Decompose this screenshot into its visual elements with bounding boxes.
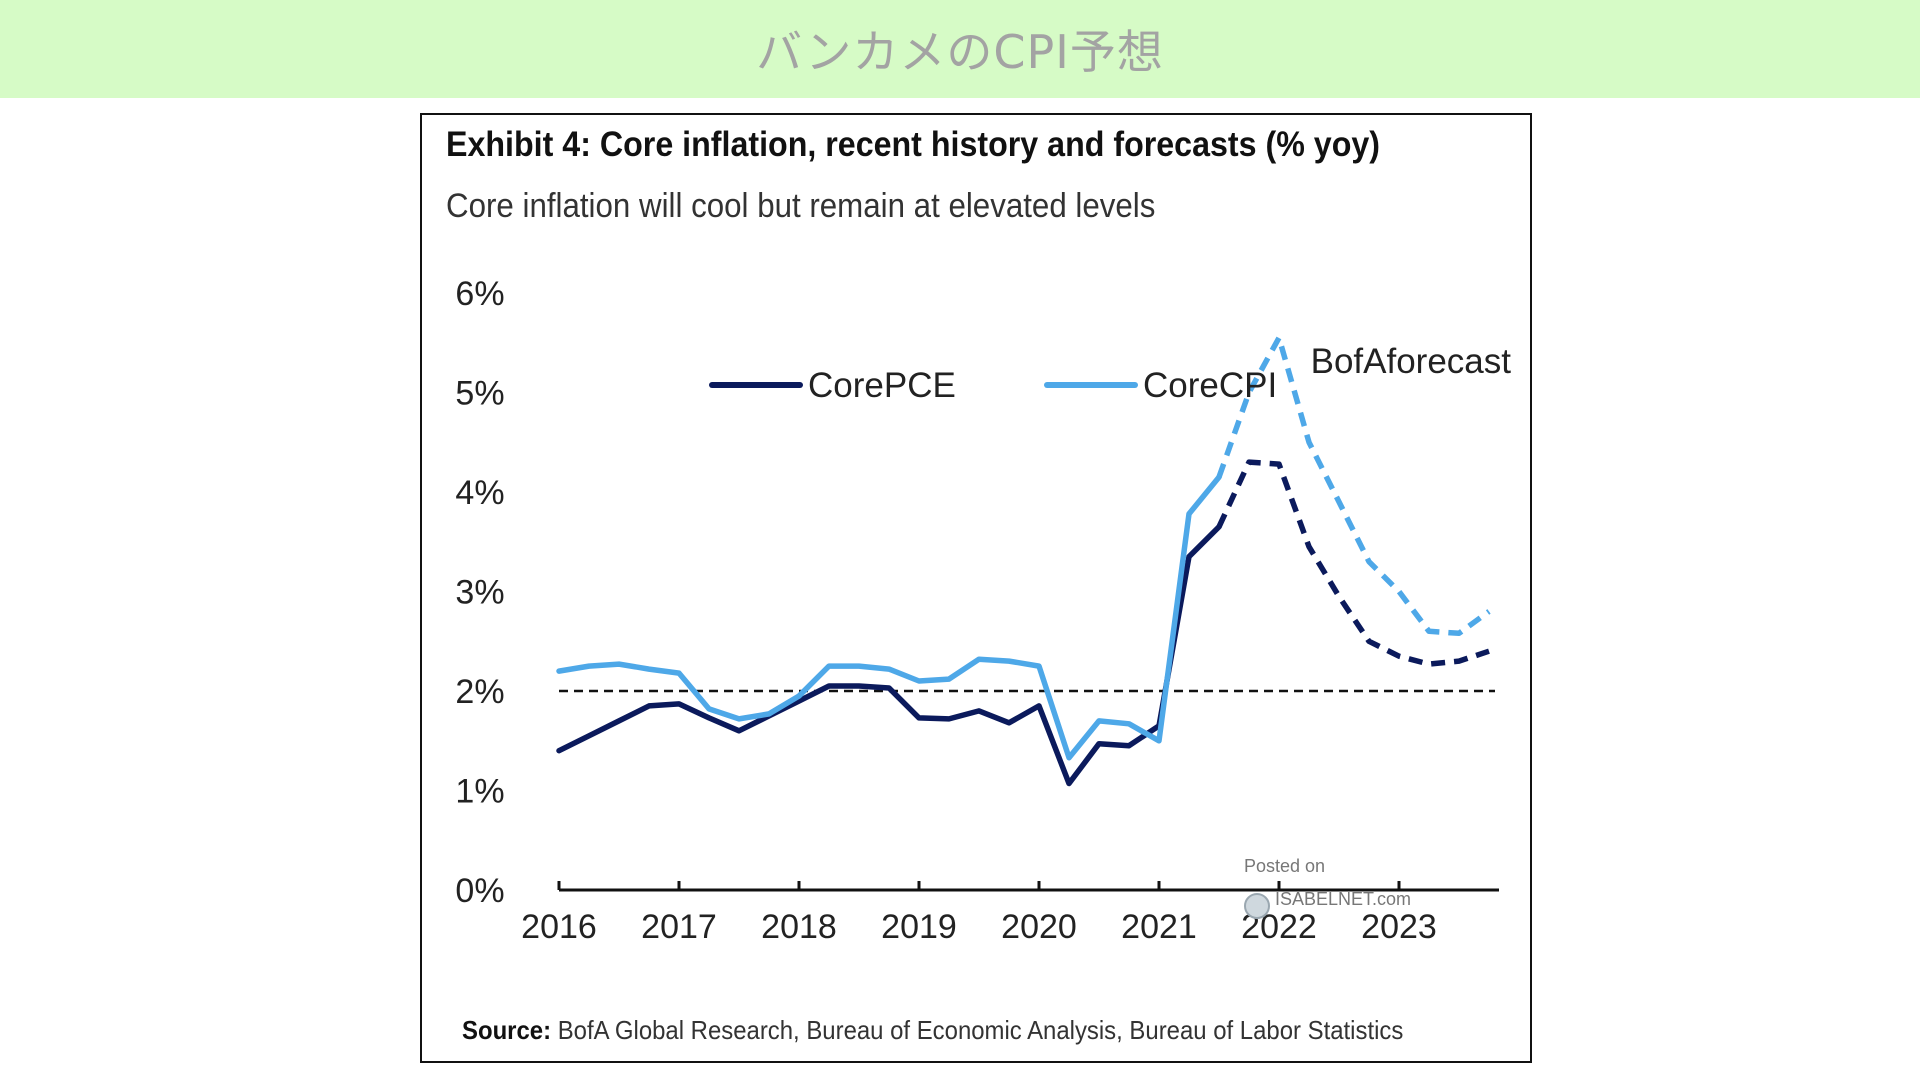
chart-subtitle: Core inflation will cool but remain at e… [446, 187, 1156, 225]
y-tick-label: 0% [455, 872, 504, 910]
x-tick-label: 2019 [881, 908, 957, 946]
source-text: BofA Global Research, Bureau of Economic… [551, 1015, 1404, 1045]
watermark-posted-on: Posted on [1244, 856, 1325, 876]
corepce-history-line [556, 524, 1222, 787]
y-tick-label: 4% [455, 474, 504, 512]
corepce-forecast-line [1216, 459, 1490, 667]
x-tick-label: 2018 [761, 908, 837, 946]
watermark-globe-icon [1244, 893, 1270, 919]
corecpi-forecast-line [1216, 335, 1491, 637]
top-banner: バンカメのCPI予想 [0, 0, 1920, 98]
x-tick-label: 2021 [1121, 908, 1197, 946]
x-tick-label: 2017 [641, 908, 717, 946]
y-tick-label: 5% [455, 375, 504, 413]
chart-title: Exhibit 4: Core inflation, recent histor… [446, 125, 1381, 164]
watermark-site: ISABELNET.com [1275, 889, 1411, 909]
source-label: Source: [462, 1015, 552, 1045]
corecpi-history-line [556, 474, 1222, 761]
y-tick-label: 6% [455, 275, 504, 313]
y-tick-label: 3% [455, 574, 504, 612]
legend-label-corecpi: CoreCPI [1143, 366, 1277, 405]
x-tick-label: 2020 [1001, 908, 1077, 946]
x-tick-label: 2023 [1361, 908, 1437, 946]
y-tick-label: 1% [455, 773, 504, 811]
x-tick-label: 2016 [521, 908, 597, 946]
chart-frame: Exhibit 4: Core inflation, recent histor… [420, 113, 1532, 1063]
forecast-annotation: BofAforecast [1311, 342, 1512, 381]
legend-label-corepce: CorePCE [808, 366, 956, 405]
banner-title: バンカメのCPI予想 [756, 25, 1164, 79]
y-tick-label: 2% [455, 673, 504, 711]
chart-source: Source: BofA Global Research, Bureau of … [462, 1015, 1403, 1046]
chart-plot: 0% 1% 2% 3% 4% 5% 6% 2016 2017 2018 2019 2020 2021 2… [455, 275, 1512, 946]
